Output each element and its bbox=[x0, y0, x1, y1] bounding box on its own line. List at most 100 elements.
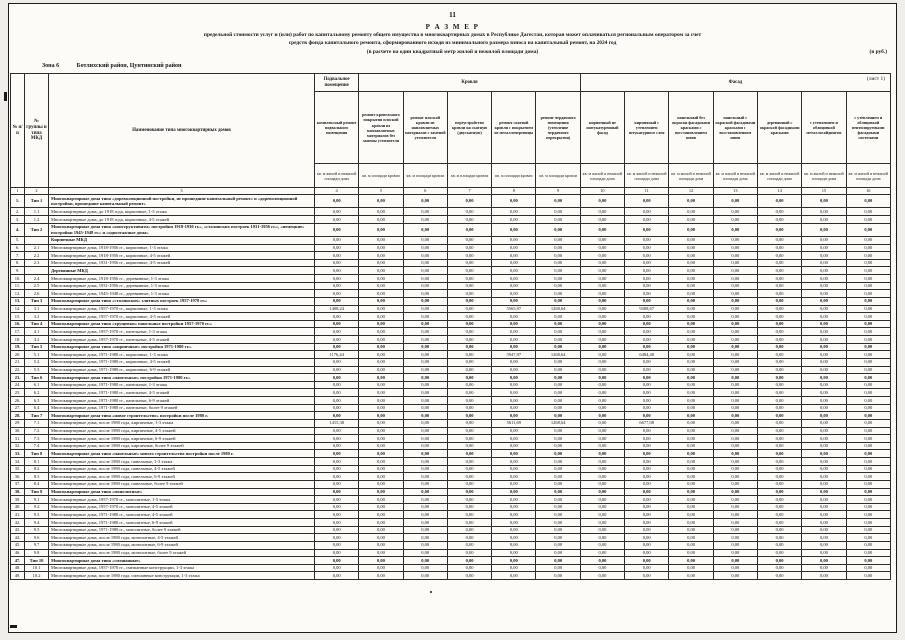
table-row: 46. 9.8 Многоквартирные дома, после 1980 г… bbox=[10, 548, 892, 558]
value-cell: 0,00 bbox=[801, 243, 847, 253]
value-cell: 0,00 bbox=[491, 426, 537, 436]
column-title-cell: кирпичный не оштукатуренный фасад bbox=[579, 91, 626, 165]
value-cell: 0,00 bbox=[668, 289, 714, 298]
value-cell: 0,00 bbox=[668, 312, 714, 321]
value-cell: 0,00 bbox=[801, 312, 847, 321]
value-cell: 0,00 bbox=[358, 502, 404, 512]
value-cell: 0,00 bbox=[801, 266, 847, 275]
value-cell: 0,00 bbox=[313, 235, 360, 245]
value-cell: 0,00 bbox=[756, 457, 803, 466]
value-cell: 0,00 bbox=[579, 556, 626, 565]
value-cell: 0,00 bbox=[756, 296, 803, 306]
row-code-cell: 2.2 bbox=[24, 251, 49, 260]
row-number-cell: 15. bbox=[10, 312, 25, 321]
row-number-cell: 31. bbox=[10, 434, 25, 443]
row-name-cell: Многоквартирные дома, 1957-1970 гг., мон… bbox=[48, 502, 315, 512]
table-row: 29. 7.1 Многоквартирные дома, после 1980 г… bbox=[10, 418, 892, 428]
value-cell: 5947,97 bbox=[491, 350, 537, 359]
row-number-cell: 38. bbox=[10, 487, 25, 497]
value-cell: 0,00 bbox=[313, 487, 360, 497]
zone-value: Ботлихский район, Цунтинский район bbox=[76, 63, 182, 70]
value-cell: 0,00 bbox=[668, 304, 714, 314]
value-cell: 0,00 bbox=[668, 388, 714, 397]
value-cell: 0,00 bbox=[624, 327, 670, 336]
table-row: 31. 7.3 Многоквартирные дома, после 1980 г… bbox=[10, 434, 892, 443]
value-cell: 0,00 bbox=[358, 434, 404, 443]
value-cell: 0,00 bbox=[668, 319, 714, 329]
table-row: 45. 9.7 Многоквартирные дома, после 1980 г… bbox=[10, 540, 892, 550]
value-cell: 0,00 bbox=[801, 342, 847, 352]
value-cell: 0,00 bbox=[624, 518, 670, 527]
value-cell: 0,00 bbox=[845, 350, 892, 359]
table-row: 40. 9.2 Многоквартирные дома, 1957-1970 гг… bbox=[10, 502, 892, 512]
value-cell: 0,00 bbox=[845, 289, 892, 298]
value-cell: 0,00 bbox=[756, 571, 803, 580]
value-cell: 0,00 bbox=[313, 411, 360, 420]
value-cell: 0,00 bbox=[402, 540, 448, 550]
value-cell: 0,00 bbox=[801, 365, 847, 375]
value-cell: 0,00 bbox=[313, 563, 360, 573]
row-code-cell: Тип 10 bbox=[24, 556, 49, 565]
value-cell: 0,00 bbox=[845, 502, 892, 512]
row-name-cell: Многоквартирные дома, 1971-1980 гг., кир… bbox=[48, 357, 315, 367]
column-title-cell: с утеплением и облицовкой вентилируемыми… bbox=[845, 91, 892, 165]
value-cell: 0,00 bbox=[624, 194, 670, 209]
value-cell: 0,00 bbox=[358, 350, 404, 359]
value-cell: 0,00 bbox=[668, 464, 714, 474]
value-cell: 0,00 bbox=[358, 373, 404, 382]
value-cell: 0,00 bbox=[402, 251, 448, 260]
column-unit-cell: кв. м площади кровли bbox=[358, 163, 404, 189]
value-cell: 0,00 bbox=[402, 441, 448, 451]
value-cell: 0,00 bbox=[579, 510, 626, 519]
column-title-cell: панельный с окраской фасадными красками … bbox=[712, 91, 758, 165]
row-name-cell: Многоквартирные дома, 1957-1970 гг., пан… bbox=[48, 327, 315, 336]
corner-header-cell: № группы и типа МКД bbox=[24, 73, 49, 189]
value-cell: 0,00 bbox=[313, 194, 360, 209]
value-cell: 0,00 bbox=[446, 251, 493, 260]
value-cell: 0,00 bbox=[402, 548, 448, 558]
value-cell: 0,00 bbox=[756, 357, 803, 367]
value-cell: 0,00 bbox=[535, 396, 581, 405]
value-cell: 0,00 bbox=[535, 472, 581, 481]
value-cell: 0,00 bbox=[402, 457, 448, 466]
value-cell: 0,00 bbox=[535, 243, 581, 253]
value-cell: 0,00 bbox=[668, 327, 714, 336]
value-cell: 0,00 bbox=[491, 222, 537, 237]
value-cell: 0,00 bbox=[313, 327, 360, 336]
value-cell: 0,00 bbox=[358, 449, 404, 458]
column-number-cell: 1 bbox=[10, 187, 25, 196]
value-cell: 5565,97 bbox=[491, 304, 537, 314]
value-cell: 0,00 bbox=[579, 441, 626, 451]
value-cell: 0,00 bbox=[801, 396, 847, 405]
row-name-cell: Многоквартирные дома, после 1980 года, м… bbox=[48, 540, 315, 550]
row-name-cell: Многоквартирные дома, 1931-1956 гг., дер… bbox=[48, 281, 315, 291]
value-cell: 0,00 bbox=[313, 365, 360, 375]
value-cell: 0,00 bbox=[845, 342, 892, 352]
table-row: 4. Тип 2 Многоквартирные дома типа «констр… bbox=[10, 222, 892, 237]
value-cell: 0,00 bbox=[402, 472, 448, 481]
value-cell: 0,00 bbox=[712, 304, 758, 314]
corner-header-cell: № п/п bbox=[10, 73, 25, 189]
row-name-cell: Многоквартирные дома, 1971-1980 гг., мон… bbox=[48, 525, 315, 535]
value-cell: 0,00 bbox=[624, 222, 670, 237]
value-cell: 0,00 bbox=[845, 434, 892, 443]
value-cell: 0,00 bbox=[801, 434, 847, 443]
value-cell: 0,00 bbox=[313, 380, 360, 390]
value-cell: 0,00 bbox=[313, 510, 360, 519]
row-number-cell: 17. bbox=[10, 327, 25, 336]
row-code-cell: 2.1 bbox=[24, 243, 49, 253]
value-cell: 0,00 bbox=[668, 495, 714, 504]
value-cell: 0,00 bbox=[402, 365, 448, 375]
doc-subtitle-line1: предельной стоимости услуг и (или) работ… bbox=[203, 32, 702, 38]
value-cell: 0,00 bbox=[756, 411, 803, 420]
value-cell: 0,00 bbox=[756, 540, 803, 550]
value-cell: 0,00 bbox=[801, 258, 847, 268]
value-cell: 0,00 bbox=[801, 335, 847, 344]
value-cell: 0,00 bbox=[845, 563, 892, 573]
column-unit-cell: кв. м площади кровли bbox=[535, 163, 581, 189]
value-cell: 0,00 bbox=[668, 380, 714, 390]
value-cell: 0,00 bbox=[358, 365, 404, 375]
row-code-cell: Тип 5 bbox=[24, 342, 49, 352]
value-cell: 0,00 bbox=[756, 289, 803, 298]
row-name-cell: Многоквартирные дома, 1971-1980 гг., кир… bbox=[48, 365, 315, 375]
